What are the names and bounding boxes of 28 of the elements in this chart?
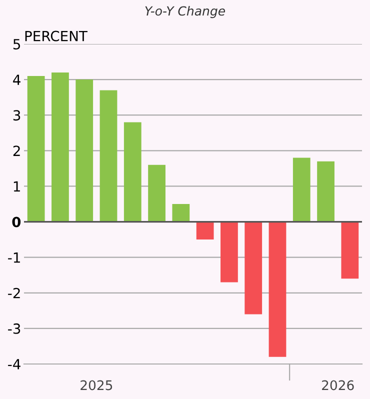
bar: [52, 72, 69, 222]
y-tick-label: -1: [8, 252, 20, 263]
y-axis-title: PERCENT: [25, 30, 88, 42]
bar: [76, 80, 94, 222]
y-tick-label: 3: [13, 110, 20, 121]
bar: [268, 222, 286, 357]
y-tick-label: -3: [8, 323, 20, 334]
y-tick-label: 5: [13, 39, 20, 50]
bar: [292, 158, 310, 222]
y-tick-label: 1: [14, 181, 20, 192]
bar: [341, 222, 359, 279]
y-tick-label: -2: [8, 288, 20, 298]
y-tick-label: 2: [13, 146, 20, 156]
bar: [196, 222, 214, 240]
bar: [172, 204, 190, 222]
bar: [124, 122, 142, 222]
y-tick-label: 4: [13, 74, 20, 85]
y-tick-label: 0: [12, 216, 21, 228]
bar: [100, 90, 118, 222]
bar: [27, 76, 45, 222]
chart-title: Y-o-Y Change: [145, 6, 226, 18]
text: 2026: [322, 380, 354, 390]
bar: [317, 161, 334, 222]
bar: [220, 222, 238, 282]
bar: [148, 164, 166, 222]
text: 2025: [80, 380, 112, 390]
y-tick-label: -4: [8, 359, 20, 370]
bar: [244, 222, 262, 314]
